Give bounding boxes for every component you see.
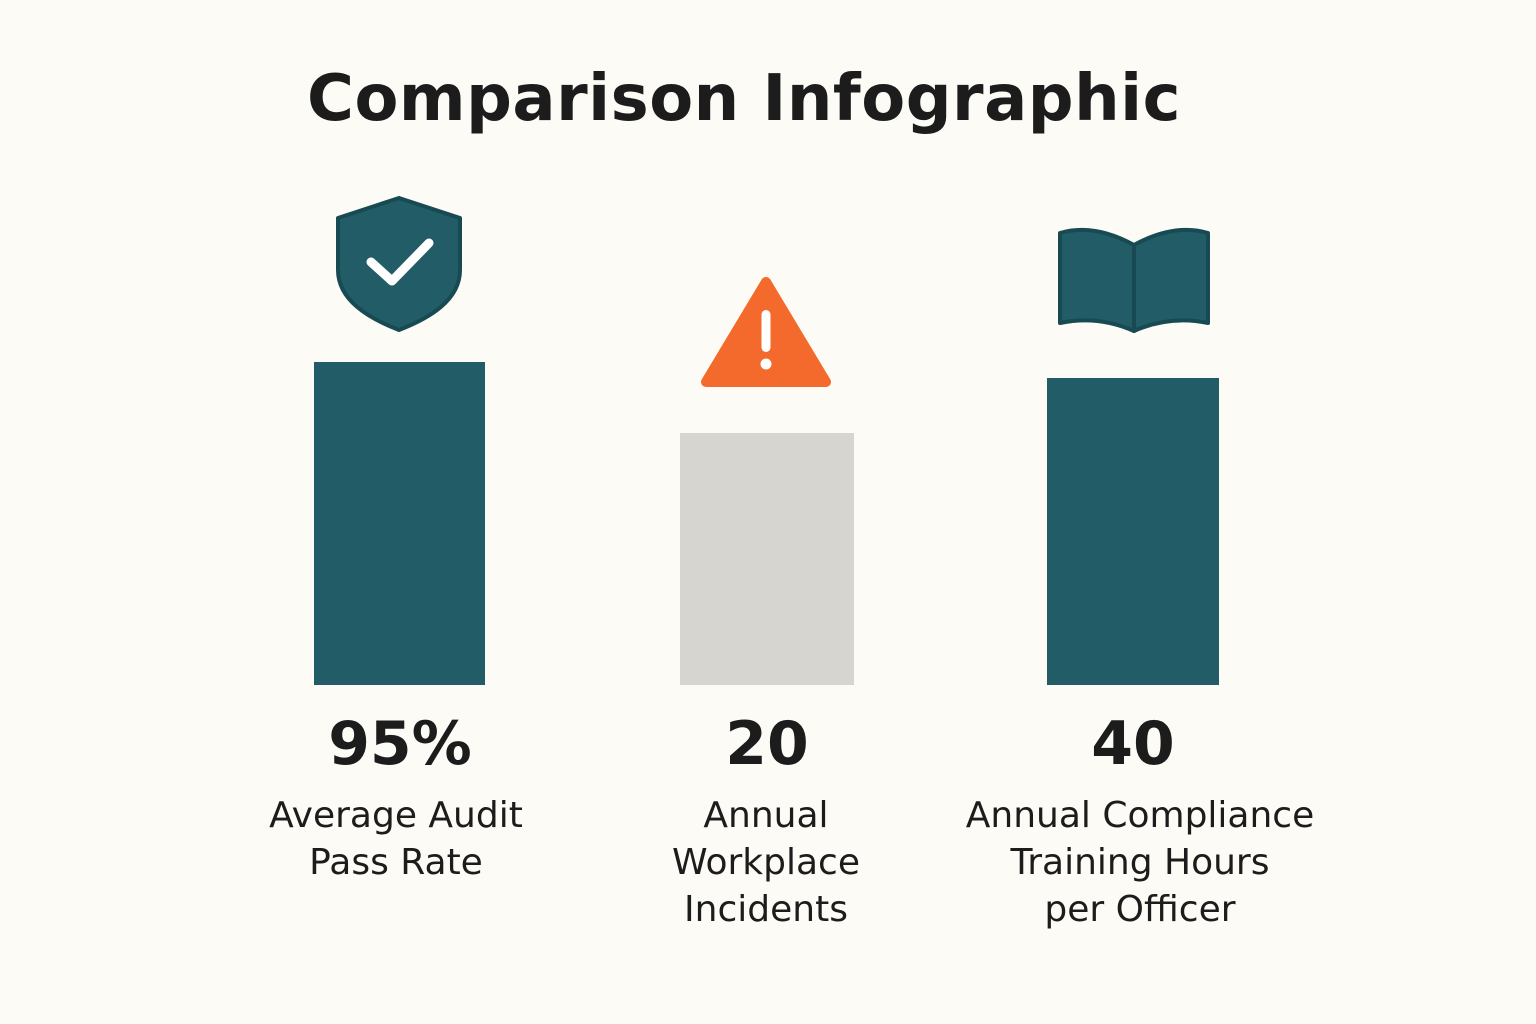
category-label-workplace-incidents: Annual Workplace Incidents <box>671 795 860 930</box>
shield-check-icon <box>336 196 462 332</box>
value-label-workplace-incidents: 20 <box>725 709 809 779</box>
page-title: Comparison Infographic <box>306 62 1182 136</box>
warning-icon <box>701 277 831 387</box>
category-label-audit-pass-rate: Average Audit Pass Rate <box>269 795 523 883</box>
bar-audit-pass-rate <box>314 362 485 685</box>
category-label-training-hours: Annual Compliance Training Hours per Off… <box>965 795 1315 930</box>
book-icon <box>1058 227 1210 333</box>
value-label-audit-pass-rate: 95% <box>328 709 472 779</box>
value-label-training-hours: 40 <box>1091 709 1175 779</box>
bar-training-hours <box>1047 378 1219 685</box>
bar-workplace-incidents <box>680 433 854 685</box>
